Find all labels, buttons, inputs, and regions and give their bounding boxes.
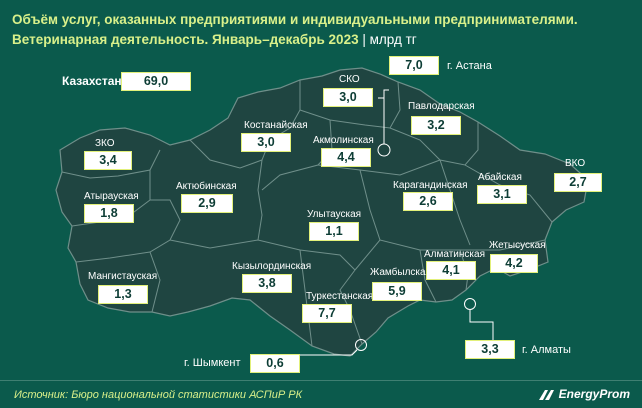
region-label-kyzylorda: Кызылординская <box>232 261 312 272</box>
region-label-zhetysu: Жетысуская <box>489 240 546 251</box>
subtitle-text: Ветеринарная деятельность. Январь–декабр… <box>12 32 359 47</box>
astana-value: 7,0 <box>389 56 439 75</box>
region-value-pavlodar: 3,2 <box>411 116 461 135</box>
region-label-abay: Абайская <box>478 172 522 183</box>
region-value-akmola: 4,4 <box>321 148 371 167</box>
almaty-value: 3,3 <box>465 340 515 359</box>
kazakhstan-map <box>55 67 589 357</box>
astana-label: г. Астана <box>447 60 492 72</box>
region-label-turkestan: Туркестанская <box>306 291 374 302</box>
shymkent-leader <box>298 349 358 356</box>
region-value-atyrau: 1,8 <box>84 204 134 223</box>
region-label-pavlodar: Павлодарская <box>408 101 475 112</box>
region-label-sko: СКО <box>339 74 360 85</box>
chart-header: Объём услуг, оказанных предприятиями и и… <box>12 10 632 50</box>
region-label-almaty-reg: Алматинская <box>424 249 485 260</box>
almaty-label: г. Алматы <box>522 344 571 356</box>
region-label-karaganda: Карагандинская <box>393 180 468 191</box>
region-value-ulytau: 1,1 <box>309 222 359 241</box>
region-value-sko: 3,0 <box>323 88 373 107</box>
region-label-vko: ВКО <box>565 158 586 169</box>
almaty-leader <box>469 310 494 340</box>
region-label-kostanay: Костанайская <box>244 120 308 131</box>
country-outline <box>55 67 589 357</box>
shymkent-value: 0,6 <box>250 354 300 373</box>
shymkent-marker <box>355 339 367 351</box>
page-subtitle: Ветеринарная деятельность. Январь–декабр… <box>12 30 632 50</box>
energyprom-logo-icon <box>538 389 554 400</box>
unit-label: | млрд тг <box>362 32 417 47</box>
brand: EnergyProm <box>537 387 630 402</box>
brand-name: EnergyProm <box>558 387 630 401</box>
region-label-akmola: Акмолинская <box>313 135 374 146</box>
almaty-marker <box>464 298 476 310</box>
region-value-abay: 3,1 <box>477 185 527 204</box>
page-title: Объём услуг, оказанных предприятиями и и… <box>12 12 578 27</box>
region-value-aktobe: 2,9 <box>181 194 233 213</box>
region-value-zko: 3,4 <box>84 151 132 170</box>
region-label-zko: ЗКО <box>95 138 115 149</box>
footer: Источник: Бюро национальной статистики А… <box>0 380 642 408</box>
kazakhstan-value: 69,0 <box>121 72 191 91</box>
shymkent-label: г. Шымкент <box>184 357 241 369</box>
region-borders <box>61 80 553 347</box>
region-label-aktobe: Актюбинская <box>176 181 237 192</box>
region-label-mangistau: Мангистауская <box>88 271 158 282</box>
region-label-atyrau: Атырауская <box>84 191 139 202</box>
region-label-zhambyl: Жамбылская <box>370 267 431 278</box>
region-value-zhambyl: 5,9 <box>372 282 422 301</box>
region-value-kostanay: 3,0 <box>241 133 291 152</box>
city-markers <box>298 89 494 356</box>
region-value-zhetysu: 4,2 <box>490 254 538 273</box>
source-note: Источник: Бюро национальной статистики А… <box>14 389 303 401</box>
region-value-turkestan: 7,7 <box>302 304 352 323</box>
region-label-ulytau: Улытауская <box>307 209 362 220</box>
region-value-vko: 2,7 <box>554 173 602 192</box>
region-value-almaty-reg: 4,1 <box>426 261 476 280</box>
region-value-karaganda: 2,6 <box>403 192 453 211</box>
kazakhstan-label: Казахстан <box>62 74 122 88</box>
region-value-mangistau: 1,3 <box>98 285 148 304</box>
region-value-kyzylorda: 3,8 <box>242 274 292 293</box>
astana-leader <box>383 89 389 144</box>
